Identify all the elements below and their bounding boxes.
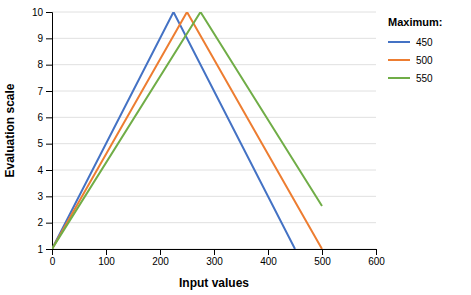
y-axis-label: Evaluation scale <box>3 83 17 177</box>
legend: Maximum: 450 500 550 <box>388 16 442 84</box>
tick-mark <box>106 249 107 255</box>
tick: 400 <box>260 249 277 267</box>
tick-label: 6 <box>37 112 43 123</box>
tick: 10 <box>32 7 52 18</box>
grid <box>52 12 376 249</box>
tick-label: 0 <box>50 256 56 267</box>
grid-line <box>52 222 376 223</box>
tick-mark <box>46 65 52 66</box>
tick: 5 <box>37 138 52 149</box>
tick-mark <box>46 117 52 118</box>
tick-label: 400 <box>260 256 277 267</box>
tick-mark <box>46 12 52 13</box>
tick-mark <box>322 249 323 255</box>
tick-label: 300 <box>206 256 223 267</box>
legend-label: 500 <box>416 55 433 66</box>
tick-mark <box>46 144 52 145</box>
axis-line <box>46 13 53 250</box>
tick: 2 <box>37 217 52 228</box>
legend-title: Maximum: <box>388 16 442 28</box>
x-axis-label: Input values <box>179 276 249 290</box>
tick: 4 <box>37 165 52 176</box>
grid-line <box>52 117 376 118</box>
tick: 6 <box>37 112 52 123</box>
grid-line <box>52 38 376 39</box>
tick: 500 <box>314 249 331 267</box>
tick-label: 5 <box>37 138 43 149</box>
tick-mark <box>46 38 52 39</box>
tick-label: 9 <box>37 33 43 44</box>
tick-label: 7 <box>37 86 43 97</box>
grid-line <box>52 12 376 13</box>
tick: 200 <box>152 249 169 267</box>
tick-label: 10 <box>32 7 44 18</box>
axis-line <box>53 250 377 256</box>
tick-mark <box>214 249 215 255</box>
tick-mark <box>46 223 52 224</box>
tick: 3 <box>37 191 52 202</box>
tick-mark <box>46 170 52 171</box>
lines <box>52 12 322 249</box>
tick-mark <box>376 249 377 255</box>
tick-label: 1 <box>37 244 43 255</box>
tick: 7 <box>37 86 52 97</box>
legend-swatch <box>388 77 410 79</box>
tick-label: 8 <box>37 59 43 70</box>
legend-swatch <box>388 59 410 61</box>
y-axis: 1 2 3 4 5 6 7 8 9 10 <box>32 7 53 255</box>
tick: 8 <box>37 59 52 70</box>
legend-label: 450 <box>416 37 433 48</box>
tick-label: 600 <box>368 256 385 267</box>
tick: 1 <box>37 244 52 255</box>
series-line <box>52 12 322 249</box>
tick-label: 4 <box>37 165 43 176</box>
tick: 600 <box>368 249 385 267</box>
tick-mark <box>268 249 269 255</box>
tick-label: 200 <box>152 256 169 267</box>
plot: 0 100 200 300 400 500 600 1 2 3 4 5 6 7 8 9 10 <box>32 7 385 267</box>
series-line <box>52 12 295 249</box>
legend-swatch <box>388 41 410 43</box>
chart: 0 100 200 300 400 500 600 1 2 3 4 5 6 7 8 9 10 Input valu… <box>0 0 471 295</box>
grid-line <box>52 143 376 144</box>
grid-line <box>52 196 376 197</box>
tick-mark <box>160 249 161 255</box>
tick-label: 3 <box>37 191 43 202</box>
tick-mark <box>46 249 52 250</box>
tick: 0 <box>50 249 56 267</box>
tick-mark <box>46 91 52 92</box>
tick: 300 <box>206 249 223 267</box>
series-line <box>52 12 322 249</box>
tick: 9 <box>37 33 52 44</box>
tick: 100 <box>98 249 115 267</box>
tick-mark <box>46 196 52 197</box>
grid-line <box>52 64 376 65</box>
tick-label: 500 <box>314 256 331 267</box>
x-axis: 0 100 200 300 400 500 600 <box>50 249 386 267</box>
tick-label: 2 <box>37 217 43 228</box>
legend-label: 550 <box>416 73 433 84</box>
tick-label: 100 <box>98 256 115 267</box>
